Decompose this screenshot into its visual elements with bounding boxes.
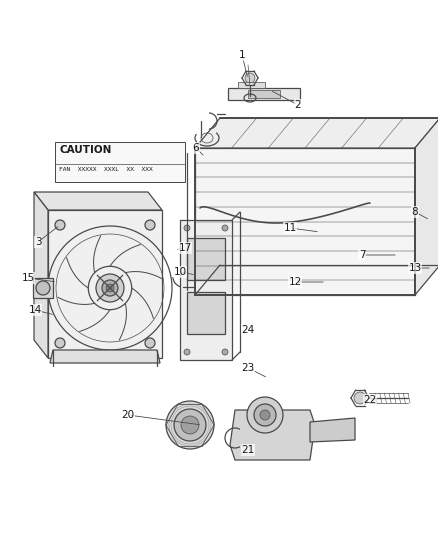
Circle shape xyxy=(184,349,190,355)
Polygon shape xyxy=(48,210,162,358)
Polygon shape xyxy=(248,90,280,98)
Circle shape xyxy=(247,397,283,433)
Text: 22: 22 xyxy=(364,395,377,405)
Circle shape xyxy=(181,416,199,434)
Polygon shape xyxy=(34,192,48,358)
Polygon shape xyxy=(180,220,232,360)
Circle shape xyxy=(174,409,206,441)
Text: 6: 6 xyxy=(193,143,199,153)
Text: 15: 15 xyxy=(21,273,35,283)
Text: FAN  XXXXX  XXXL  XX  XXX: FAN XXXXX XXXL XX XXX xyxy=(59,167,153,172)
Polygon shape xyxy=(230,410,315,460)
Polygon shape xyxy=(34,192,162,210)
Bar xyxy=(55,142,185,182)
Bar xyxy=(33,278,53,298)
Circle shape xyxy=(222,225,228,231)
Circle shape xyxy=(145,220,155,230)
Polygon shape xyxy=(187,292,225,334)
Polygon shape xyxy=(238,82,265,88)
Text: 14: 14 xyxy=(28,305,42,315)
Circle shape xyxy=(36,281,50,295)
Text: CAUTION: CAUTION xyxy=(59,145,111,155)
Circle shape xyxy=(254,404,276,426)
Circle shape xyxy=(55,338,65,348)
Text: 12: 12 xyxy=(288,277,302,287)
Polygon shape xyxy=(50,350,160,363)
Polygon shape xyxy=(310,418,355,442)
Polygon shape xyxy=(228,88,300,100)
Text: 21: 21 xyxy=(241,445,254,455)
Text: 20: 20 xyxy=(121,410,134,420)
Polygon shape xyxy=(415,118,438,295)
Polygon shape xyxy=(187,238,225,280)
Polygon shape xyxy=(195,148,415,295)
Circle shape xyxy=(245,73,255,83)
Circle shape xyxy=(145,338,155,348)
Text: 11: 11 xyxy=(283,223,297,233)
Circle shape xyxy=(102,280,118,296)
Text: 1: 1 xyxy=(239,50,245,60)
Circle shape xyxy=(260,410,270,420)
Text: 13: 13 xyxy=(408,263,422,273)
Text: 17: 17 xyxy=(178,243,192,253)
Text: 2: 2 xyxy=(295,100,301,110)
Text: 8: 8 xyxy=(412,207,418,217)
Text: 10: 10 xyxy=(173,267,187,277)
Text: 23: 23 xyxy=(241,363,254,373)
Circle shape xyxy=(106,284,114,292)
Text: 3: 3 xyxy=(35,237,41,247)
Circle shape xyxy=(222,349,228,355)
Text: 24: 24 xyxy=(241,325,254,335)
Text: 7: 7 xyxy=(359,250,365,260)
Circle shape xyxy=(55,220,65,230)
Polygon shape xyxy=(195,118,438,148)
Circle shape xyxy=(184,225,190,231)
Circle shape xyxy=(96,274,124,302)
Circle shape xyxy=(166,401,214,449)
Circle shape xyxy=(354,392,366,404)
